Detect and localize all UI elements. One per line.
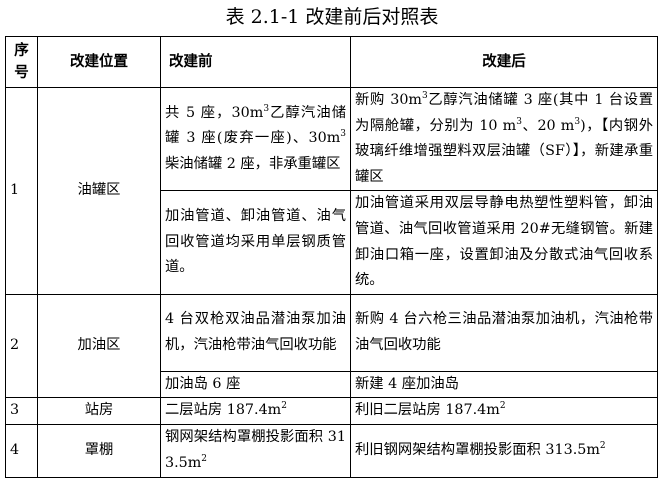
cell-text: 加油管道采用双层导静电热塑性塑料管，卸油管道、油气回收管道采用 20#无缝钢管。… bbox=[355, 195, 653, 289]
cell-before: 加油管道、卸油管道、油气回收管道均采用单层钢质管道。 bbox=[160, 190, 351, 295]
cell-before: 加油岛 6 座 bbox=[160, 370, 351, 399]
cell-after: 利旧钢网架结构罩棚投影面积 313.5m2 bbox=[350, 423, 658, 478]
cell-text: 利旧钢网架结构罩棚投影面积 313.5m bbox=[355, 442, 600, 459]
header-row: 序号 改建位置 改建前 改建后 bbox=[5, 36, 658, 88]
superscript: 3 bbox=[574, 116, 581, 127]
table-row: 加油岛 6 座 新建 4 座加油岛 bbox=[6, 370, 658, 399]
row-location: 加油区 bbox=[37, 293, 161, 399]
cell-after: 利旧二层站房 187.4m2 bbox=[350, 397, 658, 425]
table-row: 2 加油区 4 台双枪双油品潜油泵加油机，汽油枪带油气回收功能 新购 4 台六枪三油品… bbox=[5, 293, 658, 399]
row-number: 4 bbox=[5, 423, 38, 478]
cell-after: 新建 4 座加油岛 bbox=[350, 370, 658, 399]
superscript: 3 bbox=[263, 103, 270, 114]
header-no: 序号 bbox=[5, 36, 38, 88]
table-title: 表 2.1-1 改建前后对照表 bbox=[225, 6, 439, 28]
cell-text: 柴油储罐 2 座，非承重罐区 bbox=[165, 155, 341, 172]
cell-text: 二层站房 187.4m bbox=[165, 402, 282, 419]
cell-text: 新建 4 座加油岛 bbox=[355, 375, 459, 392]
cell-before: 4 台双枪双油品潜油泵加油机，汽油枪带油气回收功能 bbox=[160, 293, 351, 372]
superscript: 3 bbox=[340, 129, 346, 140]
table-row: 4 罩棚 钢网架结构罩棚投影面积 313.5m2 利旧钢网架结构罩棚投影面积 313.… bbox=[5, 423, 658, 478]
cell-text: 新购 4 台六枪三油品潜油泵加油机，汽油枪带油气回收功能 bbox=[355, 311, 653, 353]
cell-before: 共 5 座，30m3乙醇汽油储罐 3 座(废弃一座)、30m3柴油储罐 2 座，… bbox=[160, 86, 351, 192]
cell-text: 乙醇汽油储罐 3 座(其中 1 台设置为隔舱罐，分别为 10 m bbox=[355, 92, 653, 134]
superscript: 2 bbox=[201, 453, 208, 464]
row-number: 3 bbox=[5, 397, 38, 425]
table-row: 加油管道、卸油管道、油气回收管道均采用单层钢质管道。 加油管道采用双层导静电热塑性… bbox=[6, 190, 658, 295]
header-after: 改建后 bbox=[350, 36, 658, 88]
row-location: 站房 bbox=[37, 397, 161, 425]
cell-text: 乙醇汽油储罐 3 座(废弃一座)、30m bbox=[165, 104, 347, 147]
header-before: 改建前 bbox=[160, 36, 351, 88]
row-location: 罩棚 bbox=[37, 423, 161, 478]
cell-after: 新购 4 台六枪三油品潜油泵加油机，汽油枪带油气回收功能 bbox=[350, 293, 658, 372]
cell-text: )，【内钢外玻璃纤维增强塑料双层油罐（SF）】，新建承重罐区 bbox=[355, 117, 653, 185]
header-location: 改建位置 bbox=[37, 36, 161, 88]
cell-before: 二层站房 187.4m2 bbox=[160, 397, 351, 425]
row-number: 1 bbox=[5, 87, 38, 295]
table-row: 1 油罐区共 5 座，30m3乙醇汽油储罐 3 座(废弃一座)、30m3柴油储罐 … bbox=[5, 86, 658, 295]
cell-text: 钢网架结构罩棚投影面积 313.5m bbox=[165, 429, 346, 471]
superscript: 2 bbox=[281, 401, 287, 412]
cell-text: 加油管道、卸油管道、油气回收管道均采用单层钢质管道。 bbox=[165, 208, 346, 276]
cell-text: 4 台双枪双油品潜油泵加油机，汽油枪带油气回收功能 bbox=[165, 311, 346, 353]
cell-text: 、20 m bbox=[521, 117, 575, 134]
comparison-table: 序号 改建位置 改建前 改建后 1 油罐区共 5 座，30m3乙醇汽油储罐 3 座… bbox=[5, 36, 658, 478]
cell-text: 加油岛 6 座 bbox=[165, 375, 241, 392]
cell-text: 共 5 座，30m bbox=[165, 104, 264, 121]
cell-text: 新购 30m bbox=[355, 92, 422, 108]
cell-after: 加油管道采用双层导静电热塑性塑料管，卸油管道、油气回收管道采用 20#无缝钢管。… bbox=[350, 190, 658, 295]
table-row: 3 站房 二层站房 187.4m2 利旧二层站房 187.4m2 bbox=[5, 397, 658, 425]
superscript: 2 bbox=[499, 401, 506, 412]
superscript: 3 bbox=[421, 91, 428, 101]
row-number: 2 bbox=[5, 293, 38, 399]
cell-before: 钢网架结构罩棚投影面积 313.5m2 bbox=[160, 423, 351, 478]
superscript: 2 bbox=[599, 441, 606, 452]
superscript: 3 bbox=[516, 116, 522, 127]
cell-text: 利旧二层站房 187.4m bbox=[355, 402, 500, 419]
cell-after: 新购 30m3乙醇汽油储罐 3 座(其中 1 台设置为隔舱罐，分别为 10 m3… bbox=[350, 86, 658, 192]
row-location: 油罐区 bbox=[37, 87, 161, 295]
